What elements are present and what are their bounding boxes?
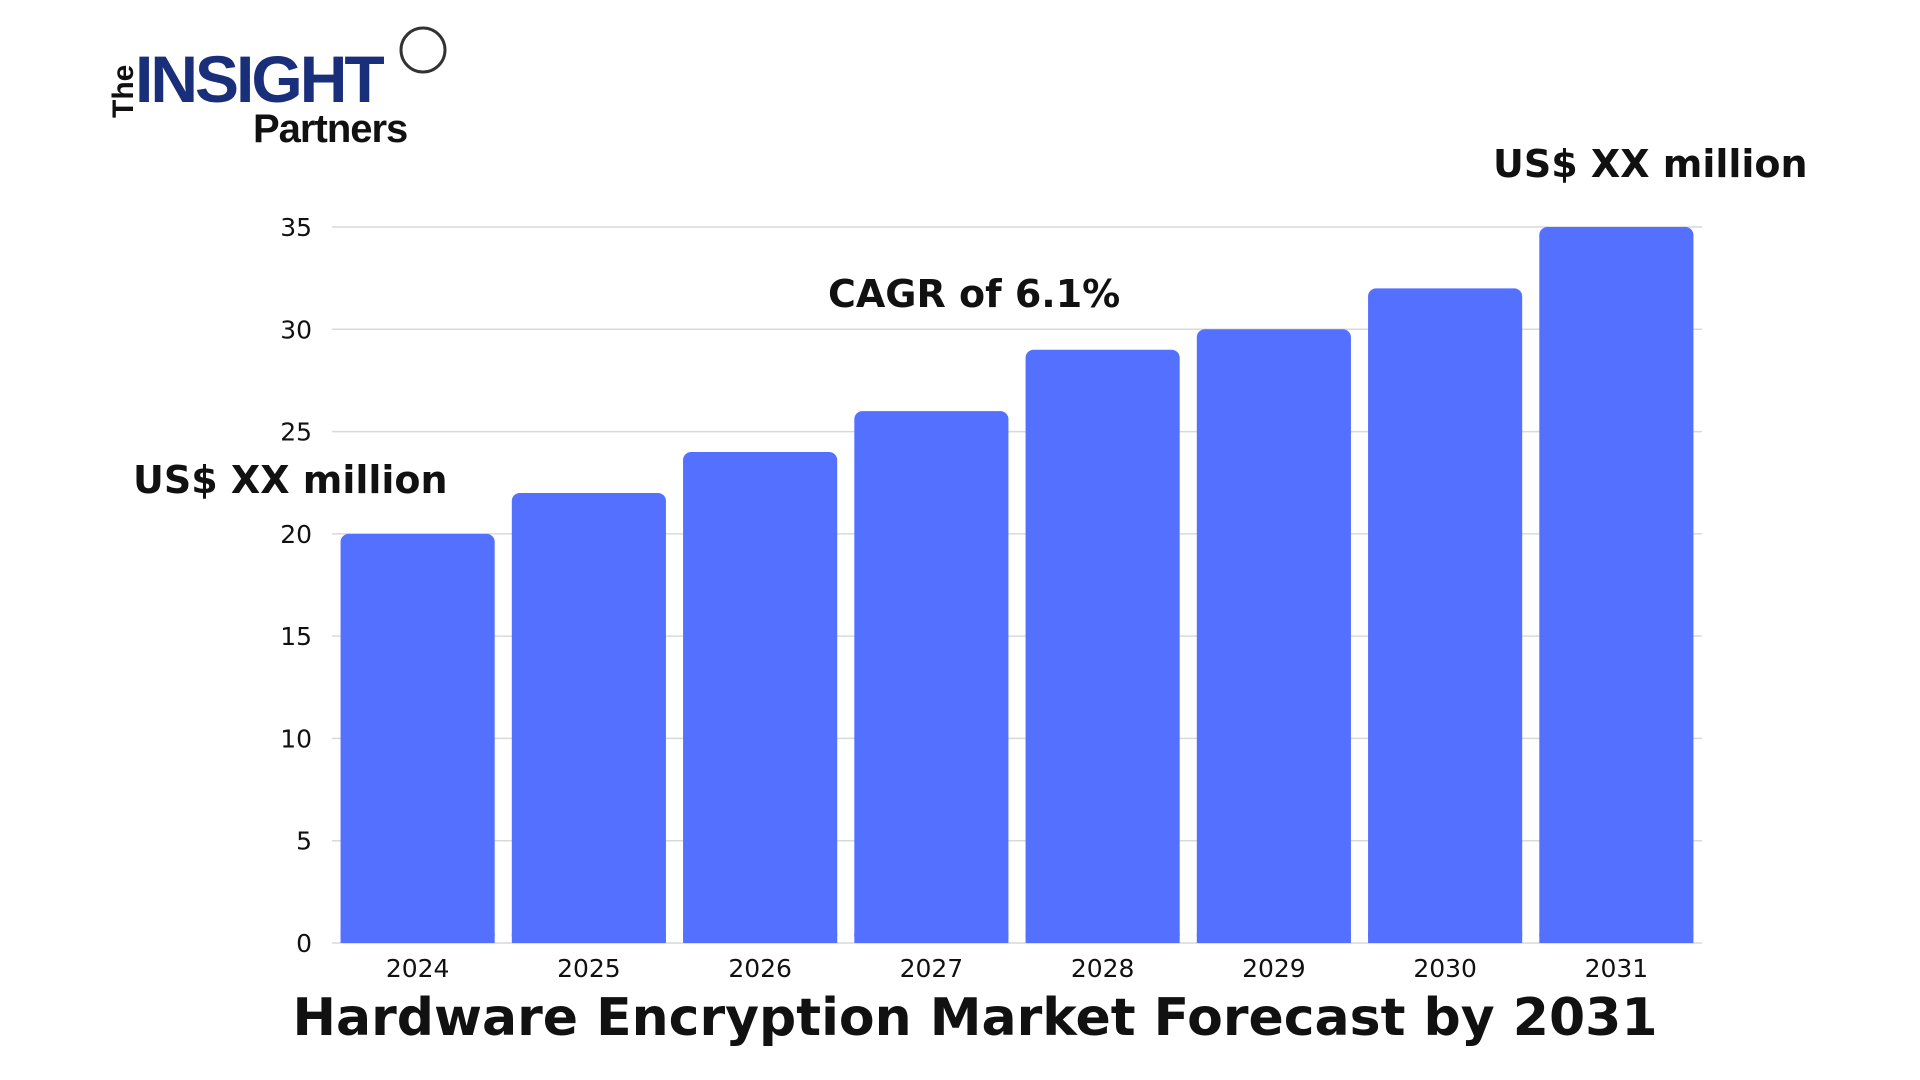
bar-2028 xyxy=(1025,349,1180,943)
bar-base xyxy=(1368,933,1523,943)
y-axis-ticks: 0 5 10 15 20 25 30 35 xyxy=(280,213,312,958)
bar-base xyxy=(1196,933,1351,943)
y-tick-label: 25 xyxy=(280,418,312,447)
chart-title: Hardware Encryption Market Forecast by 2… xyxy=(292,988,1658,1048)
bar-base xyxy=(340,933,495,943)
bar-2030 xyxy=(1368,288,1523,943)
end-value-annotation: US$ XX million xyxy=(1493,142,1808,186)
bar-base xyxy=(1025,933,1180,943)
bars xyxy=(340,227,1694,944)
x-tick-label: 2024 xyxy=(386,954,450,983)
y-tick-label: 30 xyxy=(280,315,312,344)
y-tick-label: 10 xyxy=(280,724,312,753)
bar-base xyxy=(511,933,666,943)
bar-base xyxy=(683,933,838,943)
cagr-annotation: CAGR of 6.1% xyxy=(828,272,1121,316)
y-tick-label: 20 xyxy=(280,520,312,549)
x-tick-label: 2025 xyxy=(557,954,621,983)
bar-2027 xyxy=(854,411,1009,944)
insight-partners-logo: The INSIGHT Partners xyxy=(107,26,447,150)
x-tick-label: 2027 xyxy=(900,954,964,983)
x-axis-ticks: 2024 2025 2026 2027 2028 2029 2030 2031 xyxy=(386,954,1648,983)
start-value-annotation: US$ XX million xyxy=(133,458,448,502)
bar-2026 xyxy=(683,452,838,943)
bar-2024 xyxy=(340,533,495,943)
x-tick-label: 2030 xyxy=(1413,954,1477,983)
bar-base xyxy=(854,933,1009,943)
x-tick-label: 2028 xyxy=(1071,954,1135,983)
y-tick-label: 35 xyxy=(280,213,312,242)
x-tick-label: 2029 xyxy=(1242,954,1306,983)
logo-magnifier-icon xyxy=(399,26,447,74)
logo-the-text: The xyxy=(107,65,140,118)
y-tick-label: 0 xyxy=(296,929,312,958)
x-tick-label: 2026 xyxy=(728,954,792,983)
logo-insight-text: INSIGHT xyxy=(135,42,384,116)
logo-partners-text: Partners xyxy=(253,107,407,150)
y-tick-label: 15 xyxy=(280,622,312,651)
x-tick-label: 2031 xyxy=(1585,954,1649,983)
bar-2025 xyxy=(511,492,666,943)
y-tick-label: 5 xyxy=(296,827,312,856)
bar-base xyxy=(1539,933,1694,943)
bar-2031 xyxy=(1539,227,1694,943)
bar-2029 xyxy=(1196,329,1351,943)
